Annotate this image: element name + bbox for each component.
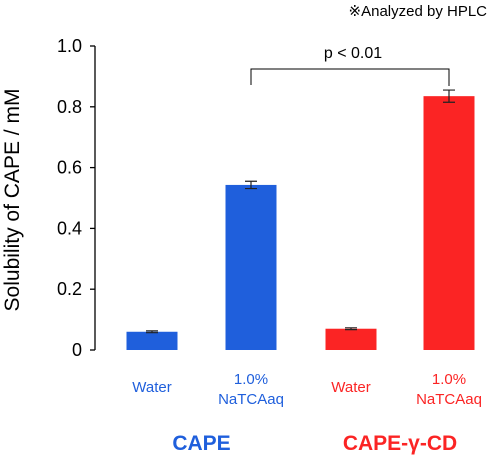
y-tick-label: 0	[72, 340, 82, 360]
significance-bracket	[250, 68, 450, 86]
y-axis-ticks: 0 0.2 0.4 0.6 0.8 1.0	[57, 36, 95, 360]
y-tick-label: 1.0	[57, 36, 82, 56]
error-bar	[345, 327, 357, 331]
group-labels: CAPE CAPE-γ-CD	[172, 432, 457, 455]
significance-label: p < 0.01	[324, 45, 382, 62]
category-labels: Water 1.0% NaTCAaq Water 1.0% NaTCAaq	[132, 371, 482, 408]
bar	[126, 331, 178, 350]
group-label: CAPE-γ-CD	[343, 432, 457, 455]
category-label: 1.0%	[432, 371, 466, 388]
error-bar	[146, 330, 158, 334]
bar	[225, 184, 277, 350]
category-label: NaTCAaq	[416, 391, 482, 408]
category-label: Water	[132, 379, 171, 396]
y-tick-label: 0.4	[57, 218, 82, 238]
error-bar	[443, 89, 455, 103]
bar	[423, 96, 475, 350]
category-label: Water	[331, 379, 370, 396]
hplc-note: ※Analyzed by HPLC	[349, 3, 488, 20]
group-label: CAPE	[172, 432, 230, 455]
y-tick-label: 0.2	[57, 279, 82, 299]
y-tick-label: 0.8	[57, 97, 82, 117]
bar	[325, 328, 377, 350]
y-tick-label: 0.6	[57, 158, 82, 178]
error-bar	[245, 180, 257, 190]
category-label: NaTCAaq	[218, 391, 284, 408]
y-axis-label: Solubility of CAPE / mM	[1, 89, 24, 312]
bars	[126, 96, 475, 350]
error-bars	[146, 89, 455, 334]
category-label: 1.0%	[234, 371, 268, 388]
significance-annotation: p < 0.01	[250, 45, 450, 86]
